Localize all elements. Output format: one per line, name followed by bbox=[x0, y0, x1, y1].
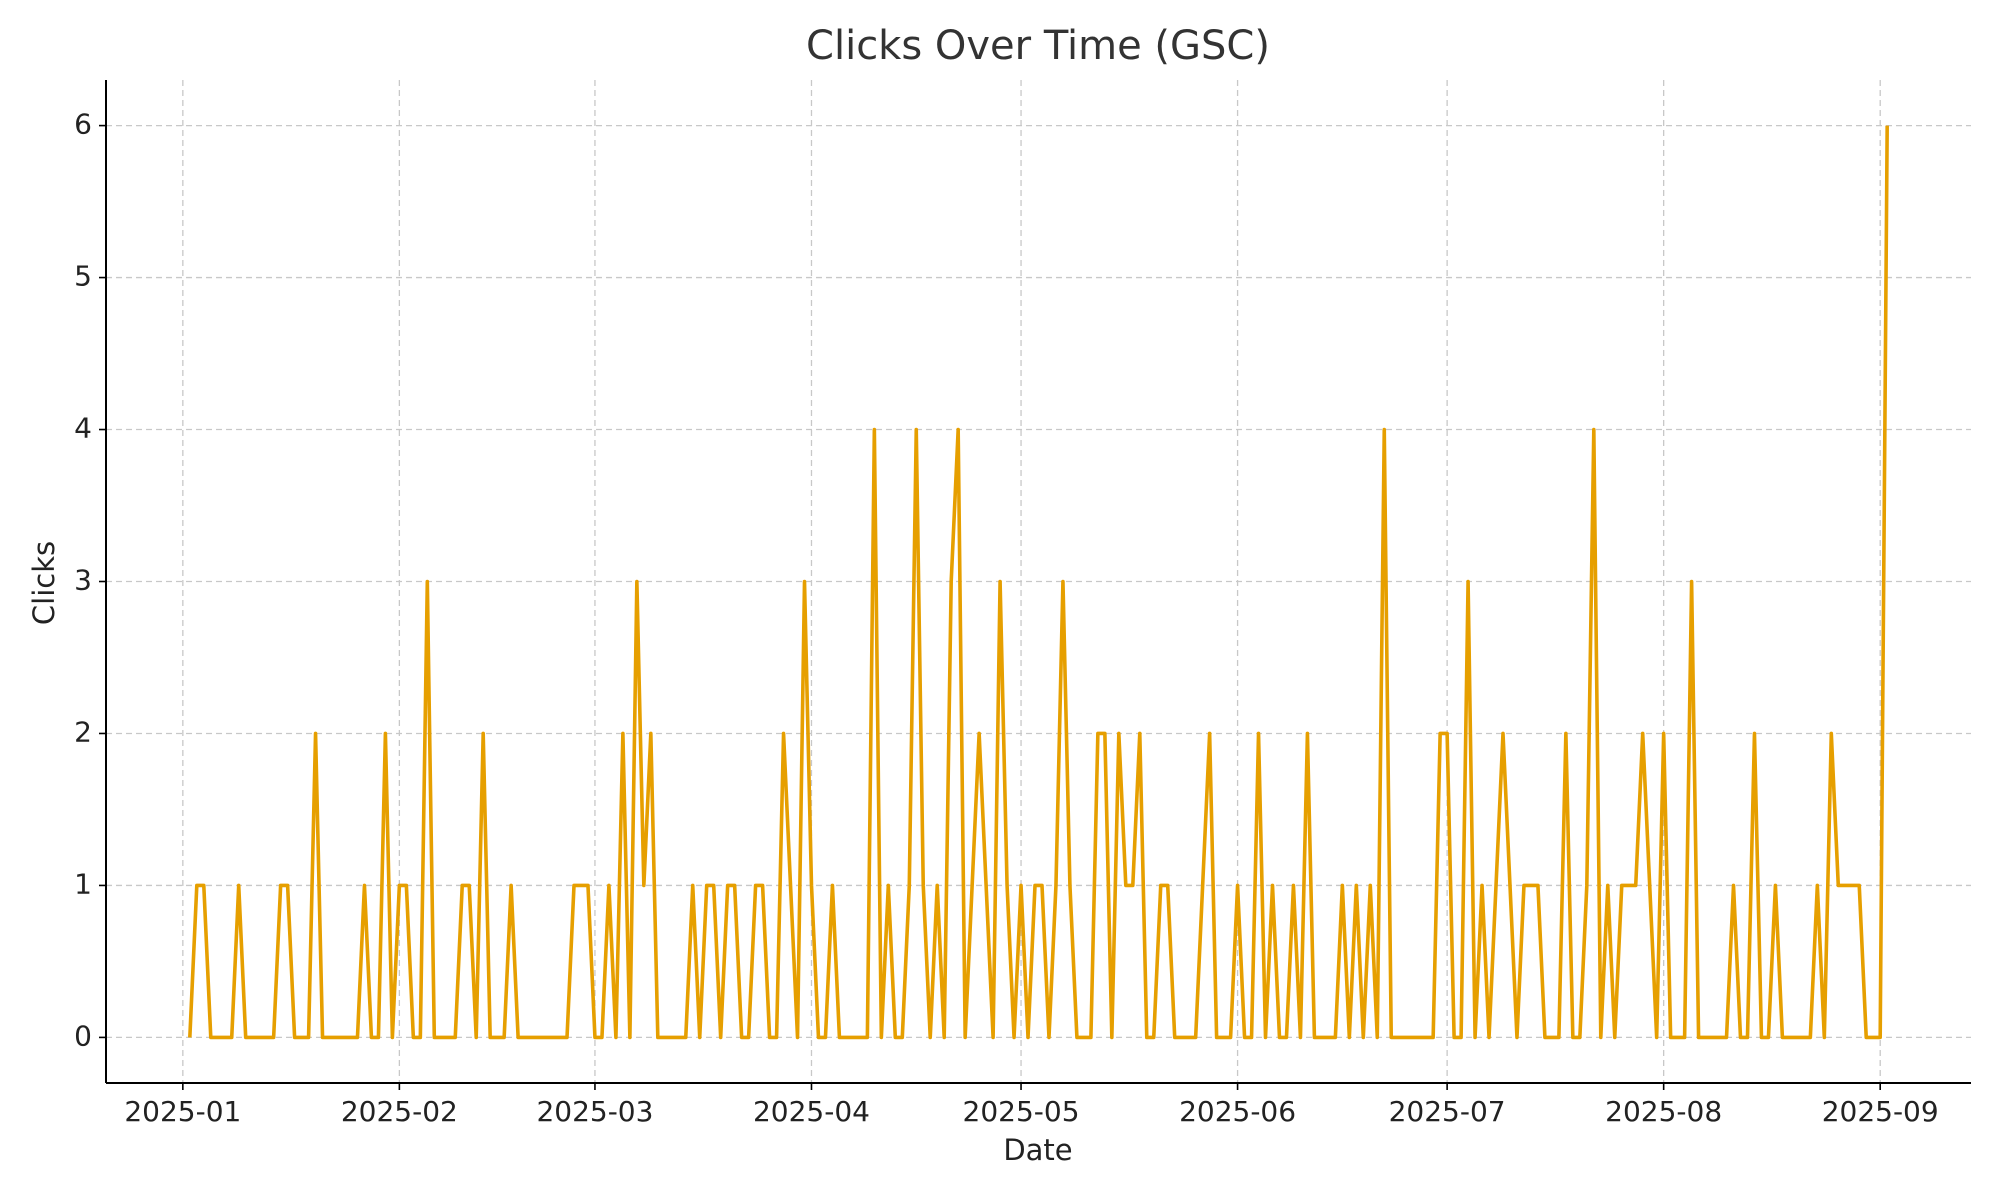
x-tick-label: 2025-05 bbox=[963, 1095, 1080, 1128]
x-tick-label: 2025-02 bbox=[341, 1095, 458, 1128]
x-tick-label: 2025-04 bbox=[753, 1095, 870, 1128]
y-tick-label: 4 bbox=[74, 412, 92, 445]
y-tick-label: 2 bbox=[74, 715, 92, 748]
x-tick-label: 2025-03 bbox=[536, 1095, 653, 1128]
x-tick-label: 2025-06 bbox=[1179, 1095, 1296, 1128]
y-tick-label: 5 bbox=[74, 260, 92, 293]
y-tick-label: 0 bbox=[74, 1019, 92, 1052]
chart-title: Clicks Over Time (GSC) bbox=[806, 23, 1270, 69]
x-axis-label: Date bbox=[1003, 1133, 1072, 1167]
x-tick-label: 2025-08 bbox=[1605, 1095, 1722, 1128]
data-line bbox=[188, 125, 1889, 1040]
x-tick-label: 2025-07 bbox=[1389, 1095, 1506, 1128]
x-tick-label: 2025-01 bbox=[124, 1095, 241, 1128]
y-tick-label: 1 bbox=[74, 867, 92, 900]
y-axis-label: Clicks bbox=[27, 541, 61, 625]
x-tick-label: 2025-09 bbox=[1822, 1095, 1939, 1128]
y-tick-label: 3 bbox=[74, 564, 92, 597]
y-tick-label: 6 bbox=[74, 108, 92, 141]
